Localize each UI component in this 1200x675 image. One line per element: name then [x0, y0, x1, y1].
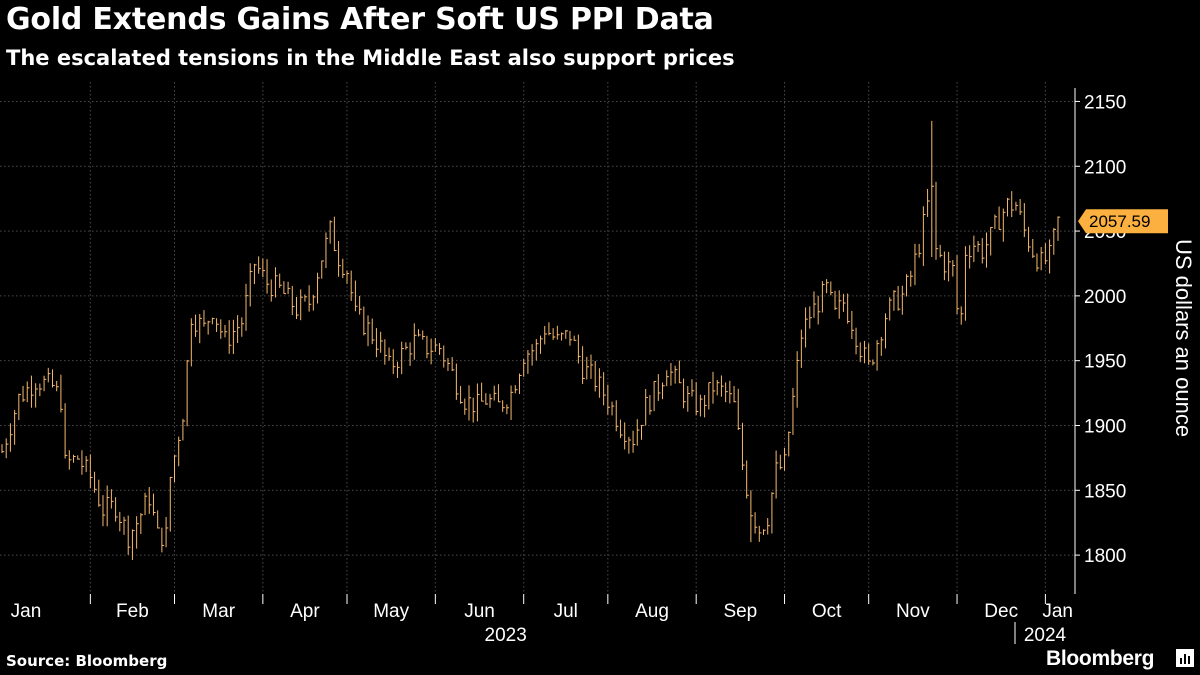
x-tick-label: Mar	[202, 601, 235, 622]
x-tick-label: Feb	[116, 601, 149, 622]
chart-subtitle: The escalated tensions in the Middle Eas…	[6, 46, 735, 70]
x-tick-label: Jun	[464, 601, 495, 622]
x-tick-label: Nov	[896, 601, 930, 622]
chart-title: Gold Extends Gains After Soft US PPI Dat…	[6, 2, 714, 37]
y-tick-label: 1950	[1084, 352, 1126, 373]
y-tick-label: 2150	[1084, 92, 1126, 113]
y-axis-label: US dollars an ounce	[1171, 239, 1196, 437]
last-value-text: 2057.59	[1089, 212, 1150, 231]
bloomberg-mark-icon	[1176, 649, 1194, 667]
y-tick-label: 1900	[1084, 416, 1126, 437]
bloomberg-logo: Bloomberg	[1046, 647, 1155, 670]
x-tick-label: Jan	[1042, 601, 1073, 622]
y-tick-label: 1850	[1084, 481, 1126, 502]
y-axis: 18001850190019502000205021002150	[1074, 88, 1126, 594]
y-tick-label: 2000	[1084, 287, 1126, 308]
year-label: 2024	[1024, 625, 1067, 646]
grid-lines	[0, 82, 1075, 594]
year-label: 2023	[485, 625, 527, 646]
y-tick-label: 1800	[1084, 546, 1126, 567]
y-tick-label: 2100	[1084, 157, 1126, 178]
last-value-label: 2057.59	[1078, 209, 1168, 234]
last-value-tag	[1078, 209, 1168, 234]
x-tick-label: Dec	[984, 601, 1018, 622]
x-tick-label: May	[373, 601, 409, 622]
x-tick-label: Jul	[554, 601, 578, 622]
x-tick-label: Aug	[635, 601, 669, 622]
x-tick-label: Apr	[290, 601, 320, 622]
x-tick-label: Jan	[11, 601, 42, 622]
x-tick-label: Sep	[723, 601, 757, 622]
x-axis: Jan Feb Mar Apr May Jun Jul Aug Sep Oct Nov Dec Jan 2…	[11, 594, 1073, 646]
price-bars	[1, 120, 1061, 561]
source-note: Source: Bloomberg	[6, 652, 168, 670]
x-tick-label: Oct	[812, 601, 842, 622]
